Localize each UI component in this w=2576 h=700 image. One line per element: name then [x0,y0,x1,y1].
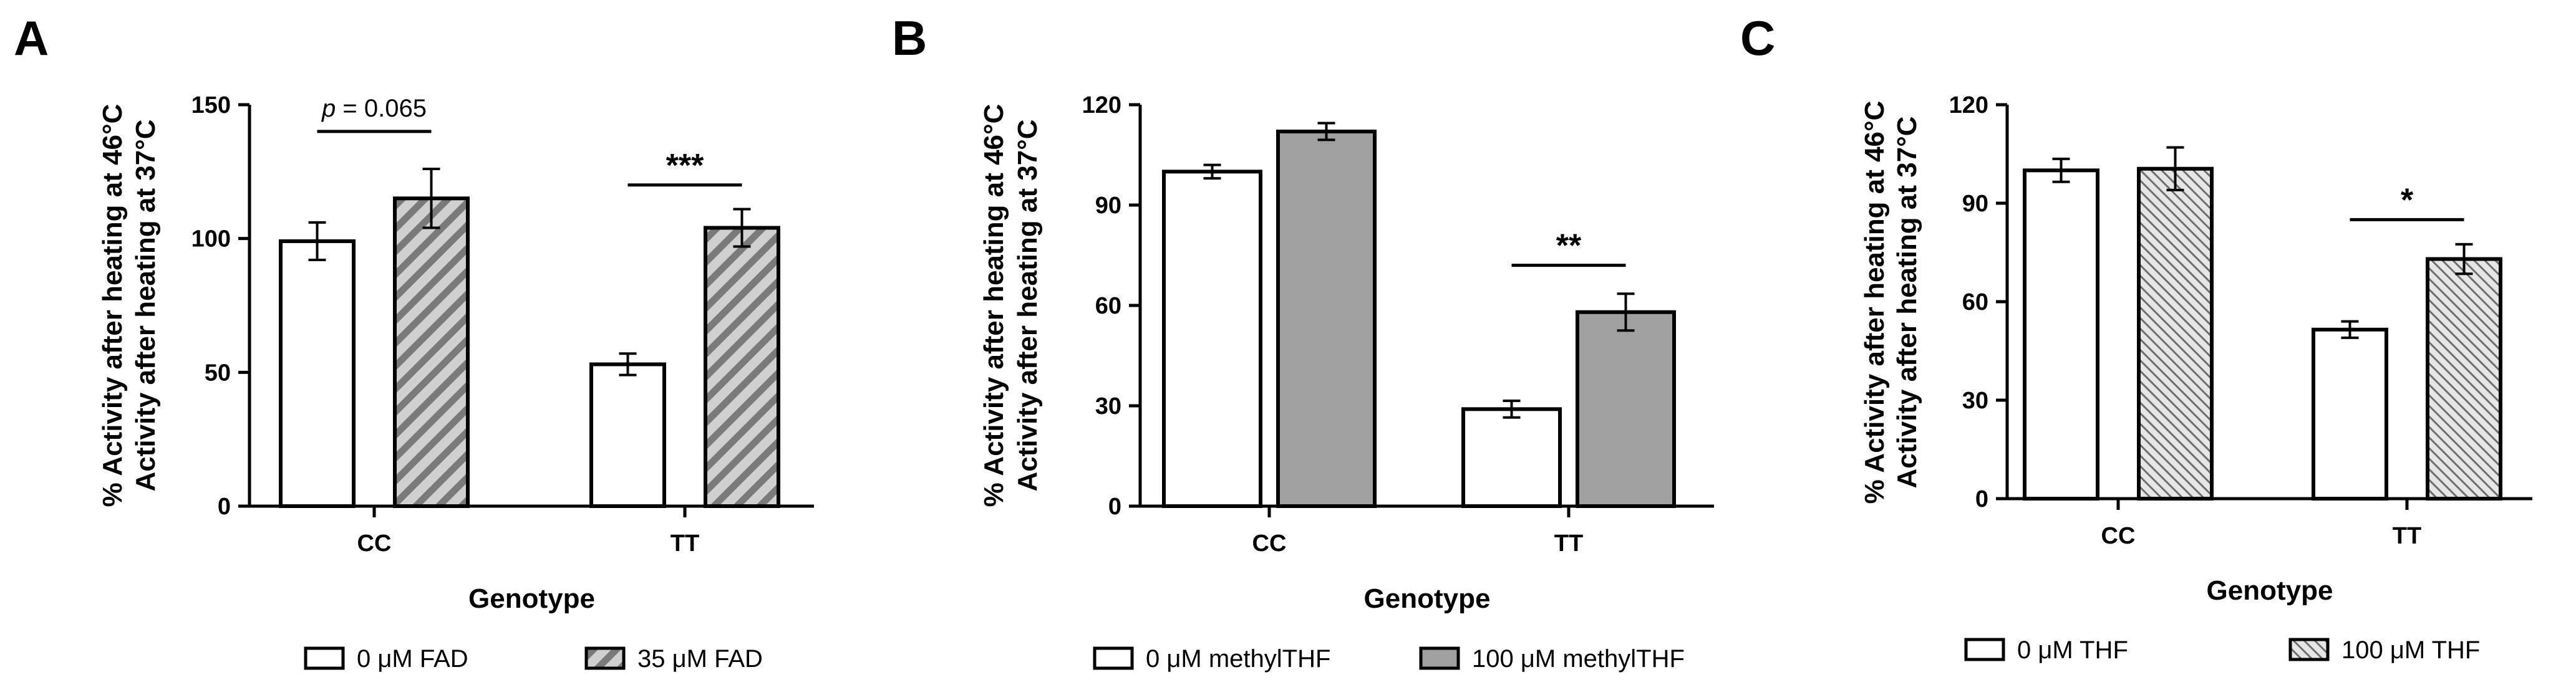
y-tick-label: 30 [1962,388,1988,414]
legend-label: 100 μM methylTHF [1472,645,1685,673]
y-tick-label: 150 [191,92,231,118]
y-tick-label: 30 [1095,393,1121,420]
y-tick-label: 100 [191,226,231,252]
x-axis-title: Genotype [1364,583,1491,614]
legend-swatch [1419,646,1460,670]
y-axis-title-line2: Activity after heating at 37°C [1892,116,1922,488]
y-tick-label: 50 [205,360,231,386]
legend-label: 0 μM methylTHF [1146,645,1330,673]
x-axis-title: Genotype [2207,575,2333,606]
bar [1162,170,1262,509]
legend-swatch [1093,646,1134,670]
y-tick-label: 60 [1095,293,1121,319]
legend-label: 100 μM THF [2341,636,2480,664]
bar [393,196,470,508]
significance-stars: * [2401,182,2414,218]
bar [2023,168,2099,501]
y-tick-label: 120 [1949,92,1988,118]
y-tick-label: 0 [1108,494,1121,520]
bar [1576,310,1676,508]
y-tick-label: 0 [1975,486,1988,512]
y-axis-title-line2: Activity after heating at 37°C [1012,119,1043,491]
x-category-label: TT [2393,523,2421,549]
y-axis-title-line1: % Activity after heating at 46°C [979,104,1009,507]
significance-stars: ** [1556,228,1582,264]
bar [1461,407,1562,508]
significance-stars: *** [666,148,704,184]
panel-letter: C [1740,11,1775,65]
y-axis-title-line1: % Activity after heating at 46°C [1859,101,1890,504]
x-category-label: TT [1554,530,1583,557]
bar [589,362,666,508]
y-tick-label: 90 [1095,193,1121,219]
p-value-label: p = 0.065 [321,95,427,122]
x-axis-title: Genotype [468,583,595,614]
legend-label: 35 μM FAD [637,645,763,673]
panel-letter: A [14,11,49,65]
legend-swatch [2288,638,2330,661]
y-tick-label: 0 [218,494,231,520]
bar [1276,129,1377,508]
bar [279,239,356,508]
y-tick-label: 90 [1962,191,1988,217]
panel-letter: B [892,11,927,65]
p-symbol: p [321,95,336,122]
y-axis-title-line1: % Activity after heating at 46°C [97,104,128,507]
x-category-label: CC [357,530,392,557]
x-category-label: CC [1252,530,1287,557]
bar [704,226,780,508]
bar [2137,166,2214,501]
bar [2312,327,2388,501]
bar [2426,257,2502,501]
legend-swatch [584,646,626,670]
legend-label: 0 μM THF [2017,636,2128,664]
x-category-label: CC [2101,523,2136,549]
x-category-label: TT [671,530,699,557]
y-tick-label: 60 [1962,289,1988,315]
legend-swatch [1964,638,2005,661]
p-value: = 0.065 [336,95,427,122]
chart-panel-a: A 0 50 100 150 CC TT p = 0.065 *** % Activity aft… [14,11,814,673]
y-axis-title-line2: Activity after heating at 37°C [130,119,161,491]
chart-panel-c: C 0 30 60 90 120 CC TT * % Activity after heating… [1740,11,2532,664]
legend-label: 0 μM FAD [357,645,468,673]
legend-swatch [304,646,345,670]
y-tick-label: 120 [1082,92,1121,118]
chart-panel-b: B 0 30 60 90 120 CC TT ** % Activity after heatin… [892,11,1714,673]
